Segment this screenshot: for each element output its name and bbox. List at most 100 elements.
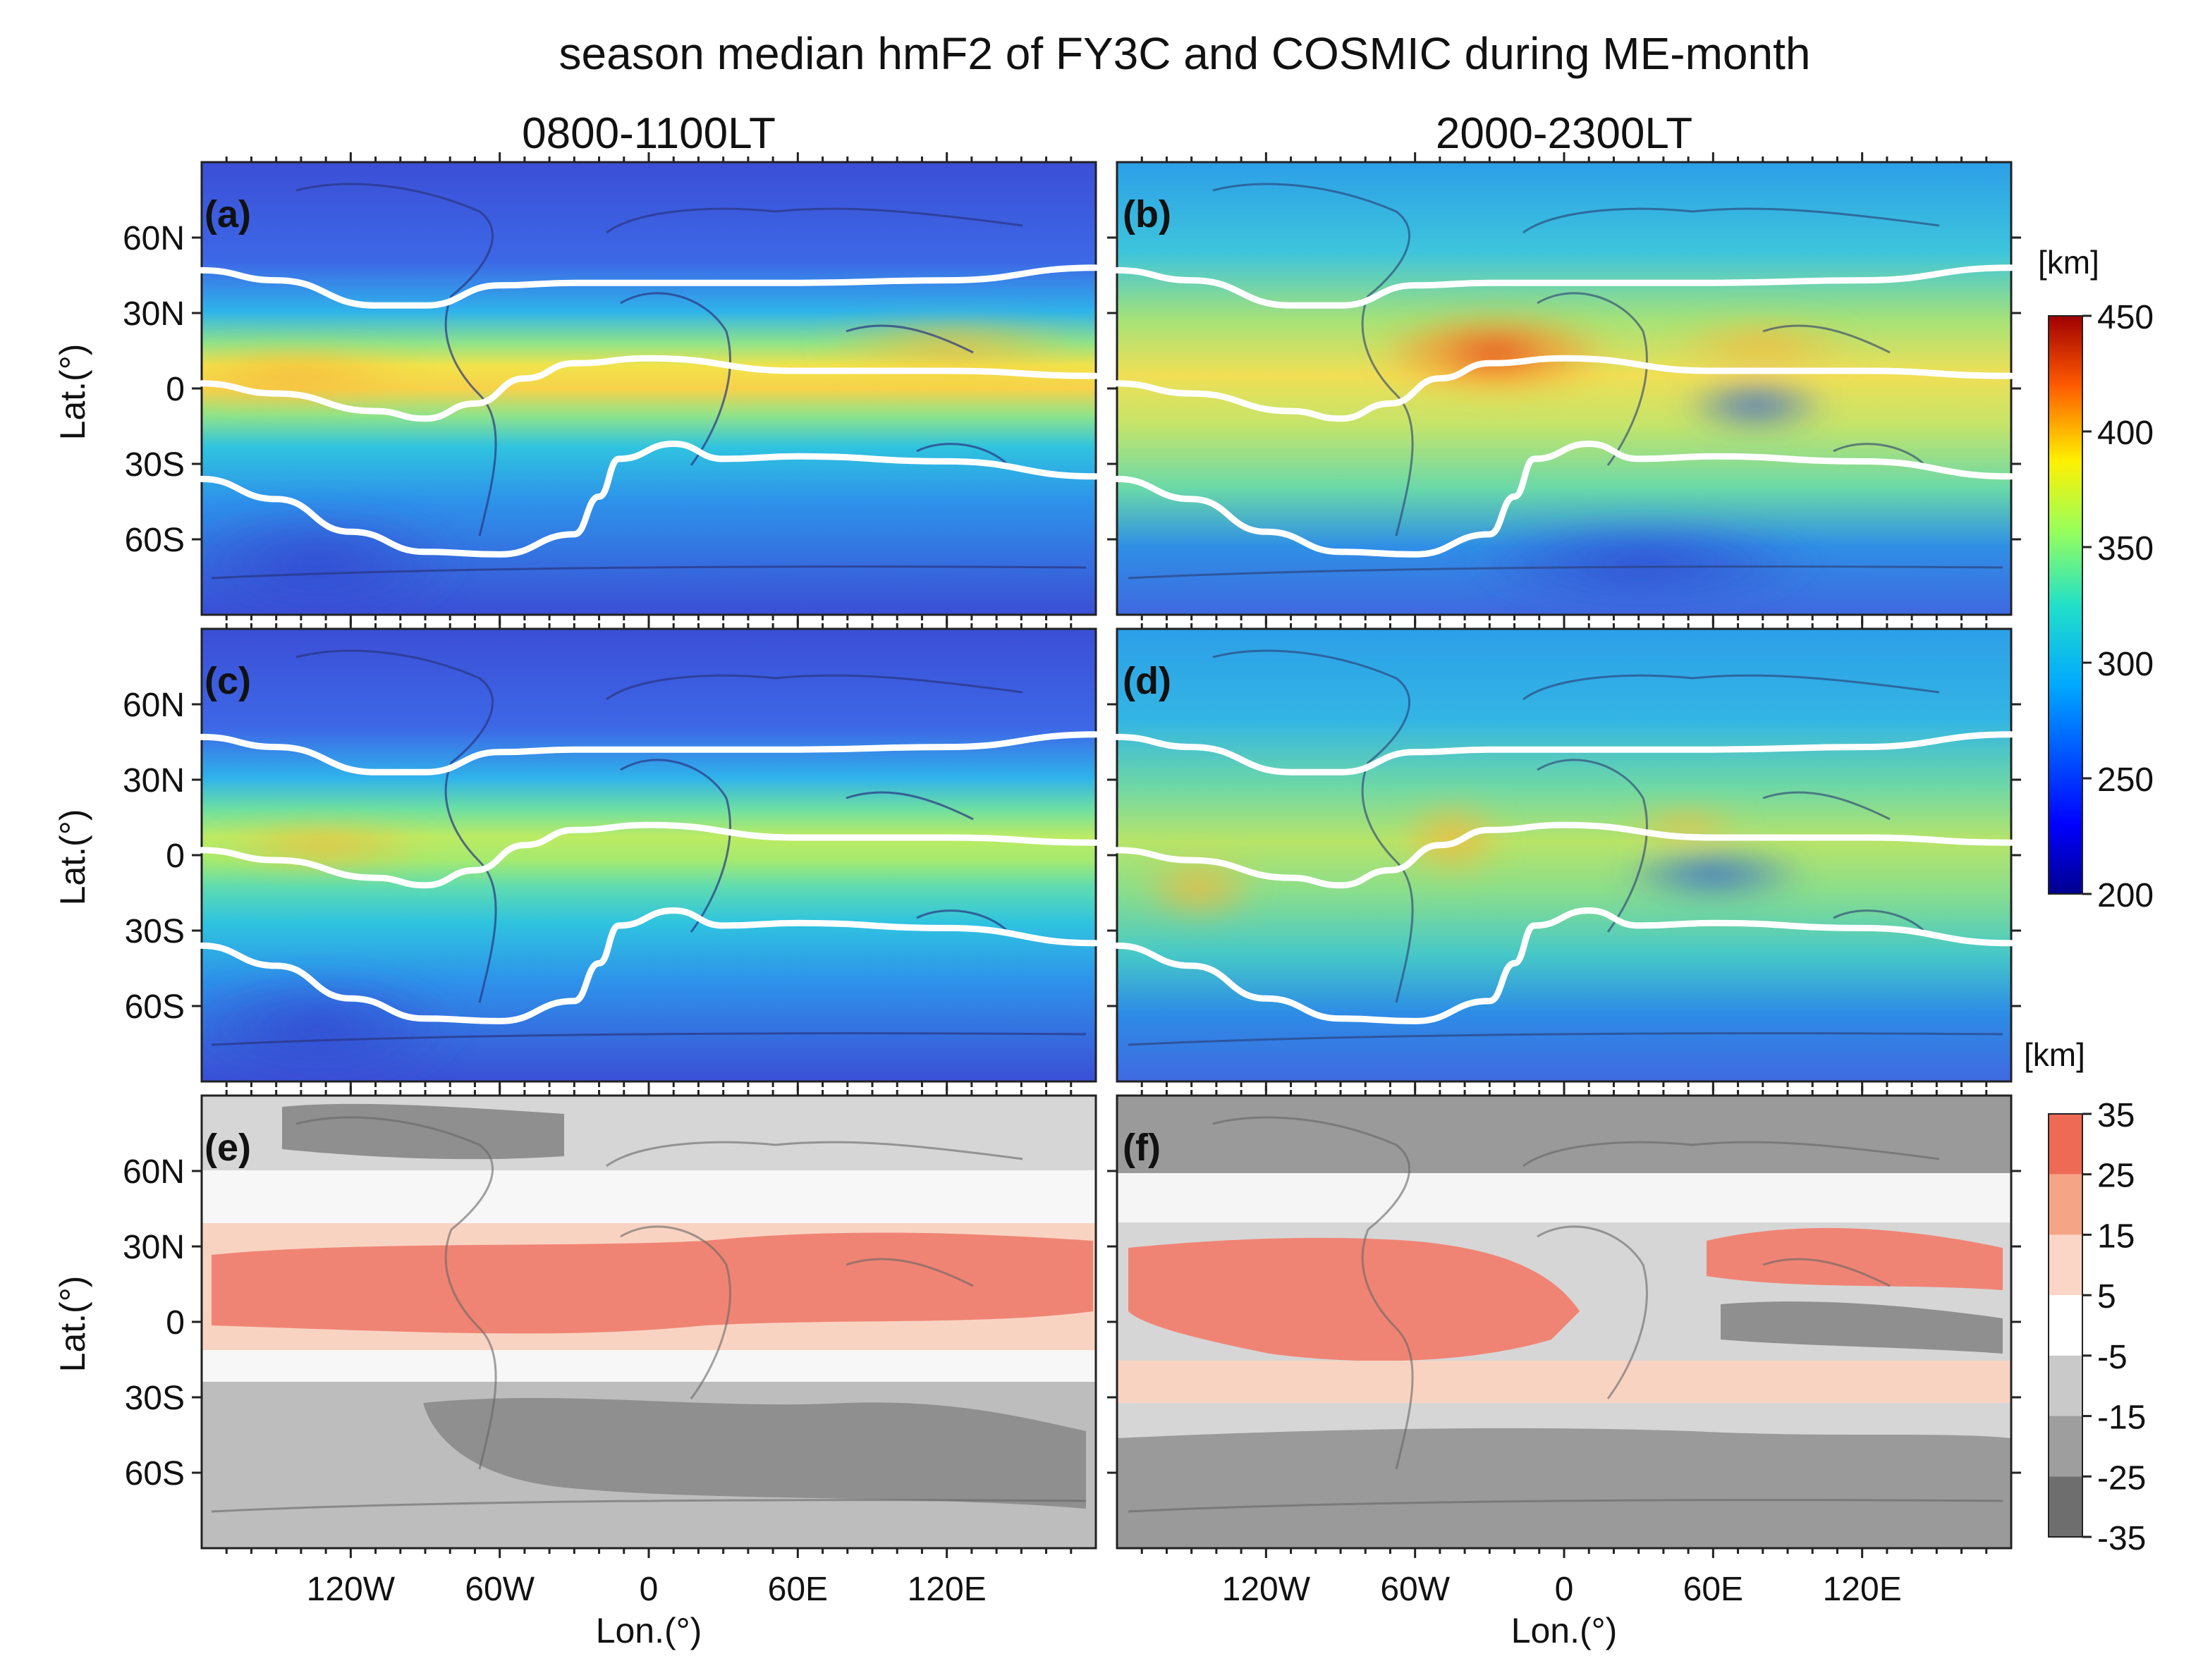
panel-b-cool-south (1460, 515, 1826, 613)
y-tick-label: 0 (166, 838, 185, 875)
x-axis-label-right: Lon.(°) (1511, 1611, 1618, 1650)
panel-e (202, 1096, 1096, 1548)
panel-d-cool-east (1615, 846, 1812, 902)
colorbar-diff-ticks: 35 25 15 5 -5 -15 -25 -35 (2082, 1097, 2146, 1557)
panel-d-coastlines (1128, 649, 2003, 1046)
contour-north-p0 (198, 264, 1099, 309)
contour-south-p0 (198, 440, 1099, 558)
panel-e-dark-south (423, 1397, 1086, 1509)
panel-e-red-band (212, 1232, 1093, 1334)
colorbar-diff-tick-label: -35 (2097, 1520, 2146, 1557)
contour-equator-p0 (198, 355, 1099, 422)
colorbar-hmf2-tick-label: 450 (2097, 299, 2154, 336)
y-tick-label: 60N (123, 687, 185, 724)
y-tick-label: 30S (125, 1380, 185, 1417)
y-tick-label: 60S (125, 988, 185, 1026)
panel-f-red-west (1128, 1237, 1580, 1361)
colorbar-diff-tick-label: 5 (2097, 1278, 2116, 1316)
panel-a-blue-south (202, 501, 472, 615)
colorbar-diff-block (2049, 1416, 2082, 1477)
panel-c-coastlines (211, 649, 1087, 1046)
panel-b (1117, 162, 2011, 615)
x-tick-label: 120W (307, 1571, 396, 1608)
x-tick-label: 120E (908, 1571, 987, 1608)
contour-south-p1 (1113, 440, 2015, 558)
y-tick-label: 60S (125, 522, 185, 559)
y-tick-label: 30N (123, 295, 185, 333)
colorbar-hmf2-tick-label: 350 (2097, 530, 2154, 568)
colorbar-hmf2-tick-label: 200 (2097, 877, 2154, 914)
axes: 60N 30N 0 30S 60S 60N 30N 0 30S 60S 60N 30N 0 30S 60S 1… (123, 152, 2021, 1608)
panel-f-dark-north (1117, 1096, 2011, 1173)
colorbar-diff-tick-label: 35 (2097, 1097, 2135, 1134)
colorbar-hmf2-tick-label: 400 (2097, 415, 2154, 452)
panel-e-label: (e) (205, 1127, 251, 1169)
panel-a (202, 162, 1096, 615)
colorbar-diff-block (2049, 1174, 2082, 1235)
colorbar-hmf2 (2048, 315, 2083, 895)
panel-f-label: (f) (1123, 1127, 1161, 1169)
column-title-day: 0800-1100LT (522, 109, 776, 158)
colorbar-diff-tick-label: 15 (2097, 1218, 2135, 1255)
panel-f-coastlines (1128, 1116, 2003, 1513)
panel-a-warm-band-west (202, 345, 423, 402)
colorbar-hmf2-tick-label: 250 (2097, 761, 2154, 799)
x-axis-label-left: Lon.(°) (596, 1611, 702, 1650)
contour-equator-p3 (1113, 821, 2015, 889)
colorbar-hmf2-ticks: 450 400 350 300 250 200 (2082, 299, 2154, 914)
x-tick-label: 120E (1823, 1571, 1902, 1608)
panel-c-warm-band (212, 821, 437, 871)
panel-c-blue-south (202, 966, 472, 1081)
panel-a-label: (a) (205, 193, 251, 235)
panel-e-white-south (202, 1350, 1096, 1382)
x-tick-label: 0 (640, 1571, 659, 1608)
panel-c-label: (c) (205, 660, 251, 702)
y-tick-label: 30N (123, 1229, 185, 1266)
y-axis-label-row2: Lat.(°) (53, 809, 92, 906)
panel-b-label: (b) (1123, 193, 1171, 235)
y-tick-label: 60N (123, 220, 185, 257)
contour-equator-p1 (1113, 355, 2015, 422)
colorbar-diff-tick-label: 25 (2097, 1158, 2135, 1195)
panel-f-dark-east (1721, 1301, 2003, 1354)
y-tick-label: 30N (123, 762, 185, 799)
panel-d-warm-west (1135, 853, 1262, 924)
x-tick-label: 60W (465, 1571, 535, 1608)
column-title-night: 2000-2300LT (1436, 109, 1692, 158)
panel-d-field (1117, 629, 2011, 1081)
panel-a-coastlines (211, 183, 1087, 580)
x-tick-label: 60W (1380, 1571, 1450, 1608)
colorbar-diff-block (2049, 1295, 2082, 1356)
colorbar-diff-frame (2048, 1113, 2083, 1538)
x-tick-label: 0 (1555, 1571, 1574, 1608)
colorbar-hmf2-unit: [km] (2038, 244, 2099, 281)
x-tick-label: 60E (1683, 1571, 1743, 1608)
panel-b-warm-east (1664, 317, 1862, 374)
colorbar-diff-tick-label: -15 (2097, 1399, 2146, 1437)
x-tick-label: 120W (1222, 1571, 1311, 1608)
y-tick-label: 0 (166, 1304, 185, 1342)
colorbar-hmf2-tick-label: 300 (2097, 646, 2154, 683)
panel-e-white-north (202, 1170, 1096, 1227)
magnetic-contours (198, 264, 2015, 1024)
panel-d-warm-center (1396, 797, 1509, 881)
panel-f-red-east (1707, 1227, 2003, 1290)
colorbar-diff-block (2049, 1355, 2082, 1416)
contour-south-p3 (1113, 907, 2015, 1024)
colorbar-diff-tick-label: -5 (2097, 1339, 2128, 1376)
contour-south-p2 (198, 907, 1099, 1024)
y-tick-label: 30S (125, 446, 185, 484)
panel-f-white-north (1117, 1173, 2011, 1222)
contour-north-p1 (1113, 264, 2015, 309)
panel-b-cool-east (1678, 377, 1833, 434)
panel-d-label: (d) (1123, 660, 1171, 702)
panel-f-gray-south (1117, 1428, 2011, 1548)
panel-f (1117, 1096, 2011, 1548)
y-tick-label: 60S (125, 1455, 185, 1492)
colorbar-diff-block (2049, 1476, 2082, 1537)
panel-f-light-band (1117, 1361, 2011, 1403)
contour-north-p3 (1113, 731, 2015, 775)
panel-b-coastlines (1128, 183, 2003, 580)
panel-e-coastlines (211, 1116, 1087, 1513)
